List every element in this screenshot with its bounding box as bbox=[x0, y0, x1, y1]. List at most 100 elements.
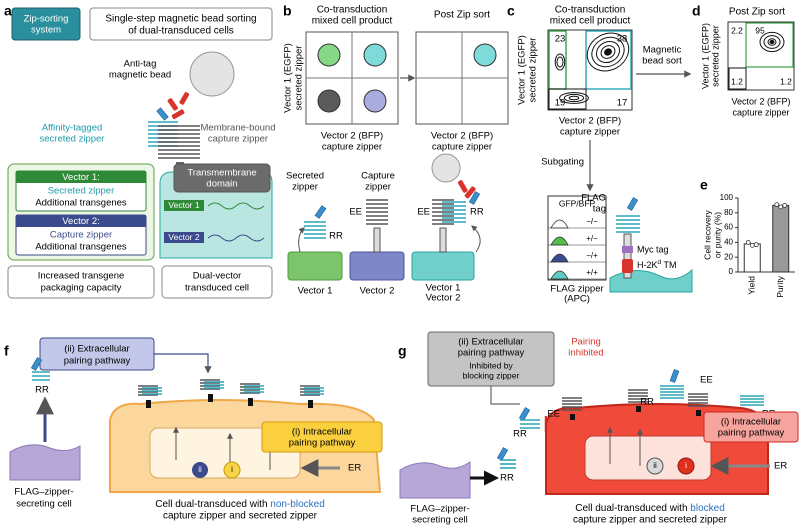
gate bbox=[585, 30, 632, 90]
marker-i bbox=[677, 457, 695, 475]
cell bbox=[609, 268, 693, 293]
label: system bbox=[31, 25, 61, 36]
label: −/− bbox=[586, 217, 598, 226]
capacity-box bbox=[7, 265, 155, 299]
population bbox=[363, 89, 387, 113]
label: Increased transgene bbox=[38, 271, 125, 282]
gate bbox=[548, 88, 587, 110]
marker-i bbox=[223, 461, 241, 479]
cell-box bbox=[161, 265, 273, 299]
label: capture zipper bbox=[208, 134, 268, 145]
contour bbox=[595, 40, 621, 64]
label: Secreted zipper bbox=[48, 186, 115, 197]
affinity-tag bbox=[518, 407, 531, 421]
secreting-cell bbox=[399, 461, 471, 499]
label: zipper bbox=[365, 182, 391, 193]
label: EE bbox=[417, 207, 430, 218]
caption: Cell dual-transduced with blocked bbox=[575, 503, 725, 514]
label: zipper bbox=[292, 182, 318, 193]
label: (ii) Extracellular bbox=[64, 344, 129, 355]
tm-base: H-2K bbox=[637, 260, 658, 270]
label: EE bbox=[700, 375, 713, 386]
label: Inhibited by bbox=[469, 360, 513, 370]
label: Vector 2 (BFP) bbox=[559, 116, 621, 127]
label: RR bbox=[35, 385, 49, 396]
marker-ii bbox=[192, 462, 208, 478]
label: domain bbox=[206, 179, 237, 190]
stalk bbox=[623, 233, 632, 279]
data-point bbox=[749, 242, 755, 248]
label: i bbox=[231, 465, 233, 474]
affinity-tag bbox=[30, 357, 43, 371]
affinity-tag bbox=[669, 369, 680, 383]
panel-letter: a bbox=[4, 3, 12, 19]
y-tick-label: 100 bbox=[720, 193, 734, 202]
label: (i) Intracellular bbox=[721, 417, 781, 428]
label: pairing pathway bbox=[64, 356, 131, 367]
label: pairing pathway bbox=[718, 428, 785, 439]
contour bbox=[604, 48, 612, 56]
label: Post Zip sort bbox=[434, 10, 490, 21]
label: Vector 1 bbox=[168, 200, 199, 210]
caption: Cell dual-transduced with non-blocked bbox=[155, 499, 325, 510]
stalk bbox=[570, 414, 575, 420]
affinity-tag bbox=[314, 205, 327, 219]
bar bbox=[743, 243, 761, 273]
pathway-arrow bbox=[154, 353, 212, 374]
label: secreting cell bbox=[412, 515, 467, 526]
heading-box bbox=[89, 7, 273, 41]
population bbox=[363, 43, 387, 67]
label: secreting cell bbox=[16, 499, 71, 510]
label: Vector 1: bbox=[62, 172, 100, 183]
x-tick-label: Purity bbox=[775, 275, 785, 297]
label: Vector 2: bbox=[62, 216, 100, 227]
y-tick-label: 0 bbox=[729, 267, 734, 276]
label: Anti-tag bbox=[124, 59, 157, 70]
label: (ii) Extracellular bbox=[458, 337, 523, 348]
quadrant-value: 19 bbox=[555, 98, 566, 109]
label: pairing pathway bbox=[289, 438, 356, 449]
label: Vector 1 (EGFP) bbox=[517, 35, 528, 105]
label: ii bbox=[653, 461, 657, 470]
bar bbox=[772, 204, 790, 273]
contour bbox=[767, 38, 777, 46]
label: of dual-transduced cells bbox=[128, 26, 234, 37]
vector2-chip bbox=[164, 232, 204, 243]
contour bbox=[763, 35, 781, 49]
vector1-header bbox=[16, 171, 146, 183]
antibody bbox=[464, 186, 476, 199]
population bbox=[317, 89, 341, 113]
label: Myc tag bbox=[637, 244, 669, 254]
label: Vector 2 (BFP) bbox=[431, 131, 493, 142]
label: +/+ bbox=[586, 268, 598, 277]
label: RR bbox=[329, 231, 343, 242]
label: ER bbox=[348, 463, 361, 474]
label: (APC) bbox=[564, 294, 590, 305]
data-point bbox=[753, 242, 759, 248]
label: Secreted bbox=[286, 171, 324, 182]
y-axis-label: Cell recovery bbox=[702, 209, 712, 259]
vector1-chip bbox=[164, 200, 204, 211]
label: Capture bbox=[361, 171, 395, 182]
label: Vector 1 bbox=[298, 286, 333, 297]
y-tick-label: 40 bbox=[724, 238, 733, 247]
stalk bbox=[208, 394, 213, 402]
data-point bbox=[774, 202, 780, 208]
label: Membrane-bound bbox=[201, 123, 276, 134]
intracellular-box bbox=[703, 411, 799, 443]
quadrant-value: 1.2 bbox=[731, 76, 743, 86]
label: capture zipper and secreted zipper bbox=[573, 515, 728, 526]
label: transduced cell bbox=[185, 283, 249, 294]
panel-letter: d bbox=[692, 3, 701, 19]
vector2-header bbox=[16, 215, 146, 227]
stalk bbox=[439, 227, 447, 253]
label: Vector 2 (BFP) bbox=[321, 131, 383, 142]
tm-rest: TM bbox=[661, 260, 676, 270]
tm-box bbox=[173, 163, 271, 193]
marker-ii bbox=[646, 457, 664, 475]
label: RR bbox=[470, 207, 484, 218]
x-tick-label: Yield bbox=[747, 276, 757, 295]
antibody bbox=[457, 180, 468, 193]
label: mixed cell product bbox=[550, 16, 631, 27]
